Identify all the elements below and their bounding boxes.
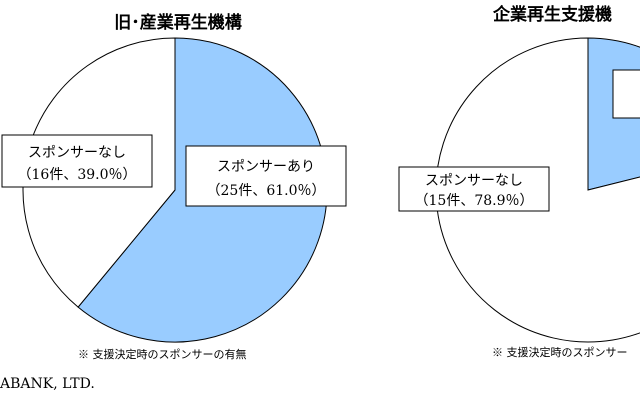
chart2-note: ※ 支援決定時のスポンサー xyxy=(492,345,628,359)
chart1-label-sponsor-yes: スポンサーあり （25件、61.0％） xyxy=(185,145,347,207)
footer-text: ABANK, LTD. xyxy=(0,376,95,392)
chart2-slice2-label: スポンサーなし xyxy=(425,173,523,189)
chart2-title: 企業再生支援機 xyxy=(492,4,612,25)
chart1-slice2-label: スポンサーなし xyxy=(28,145,126,161)
chart2-slice2-detail: （15件、78.9％） xyxy=(415,193,534,209)
chart1-title: 旧･産業再生機構 xyxy=(114,12,242,33)
chart1-slice1-label: スポンサーあり xyxy=(217,159,315,175)
chart2-label-box-partial xyxy=(612,69,640,119)
chart2-label-sponsor-none: スポンサーなし （15件、78.9％） xyxy=(398,166,550,212)
chart1-slice2-detail: （16件、39.0％） xyxy=(18,167,137,183)
chart1-label-sponsor-none: スポンサーなし （16件、39.0％） xyxy=(1,134,153,188)
chart1-note: ※ 支援決定時のスポンサーの有無 xyxy=(78,347,247,361)
chart1-slice1-detail: （25件、61.0％） xyxy=(207,183,326,199)
